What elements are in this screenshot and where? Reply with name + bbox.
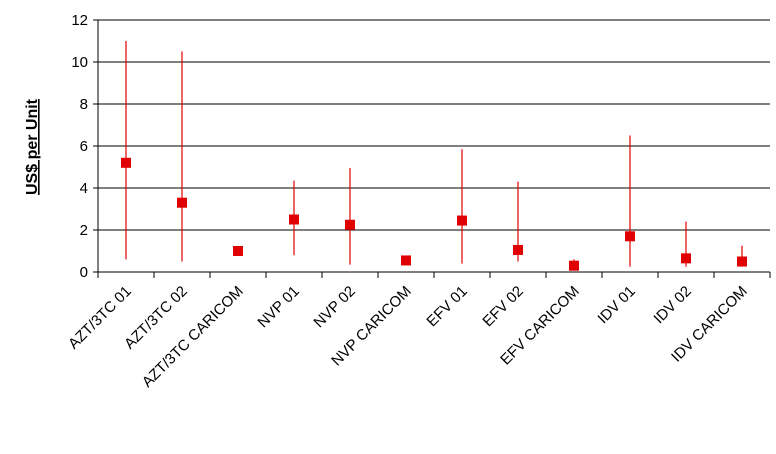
y-tick-label: 10	[71, 54, 88, 71]
y-tick-label: 4	[80, 180, 88, 197]
price-marker	[681, 253, 691, 264]
price-marker	[345, 219, 355, 230]
x-category-label: IDV 01	[594, 283, 638, 327]
price-marker	[401, 255, 411, 266]
x-category-label: EFV 01	[423, 283, 470, 330]
y-axis-title: US$ per Unit	[24, 98, 41, 195]
price-marker	[513, 244, 523, 255]
y-tick-label: 12	[71, 12, 88, 29]
x-category-label: AZT/3TC CARICOM	[139, 283, 247, 391]
price-marker	[737, 256, 747, 267]
price-marker	[569, 260, 579, 271]
x-category-label: IDV 02	[650, 283, 694, 327]
price-ranges	[125, 41, 743, 270]
price-marker	[121, 157, 131, 168]
y-tick-label: 0	[80, 264, 88, 281]
y-tick-label: 6	[80, 138, 88, 155]
price-marker	[177, 197, 187, 208]
y-axis-ticks: 0 2 4 6 8 10 12	[71, 12, 98, 281]
x-category-label: NVP 02	[310, 283, 358, 331]
y-tick-label: 2	[80, 222, 88, 239]
price-marker	[233, 246, 243, 256]
y-tick-label: 8	[80, 96, 88, 113]
x-category-label: NVP 01	[254, 283, 302, 331]
price-marker	[625, 231, 635, 242]
x-category-label: EFV 02	[479, 283, 526, 330]
price-marker	[457, 215, 467, 226]
price-marker	[289, 214, 299, 225]
gridlines	[98, 19, 770, 231]
price-markers	[121, 157, 747, 271]
